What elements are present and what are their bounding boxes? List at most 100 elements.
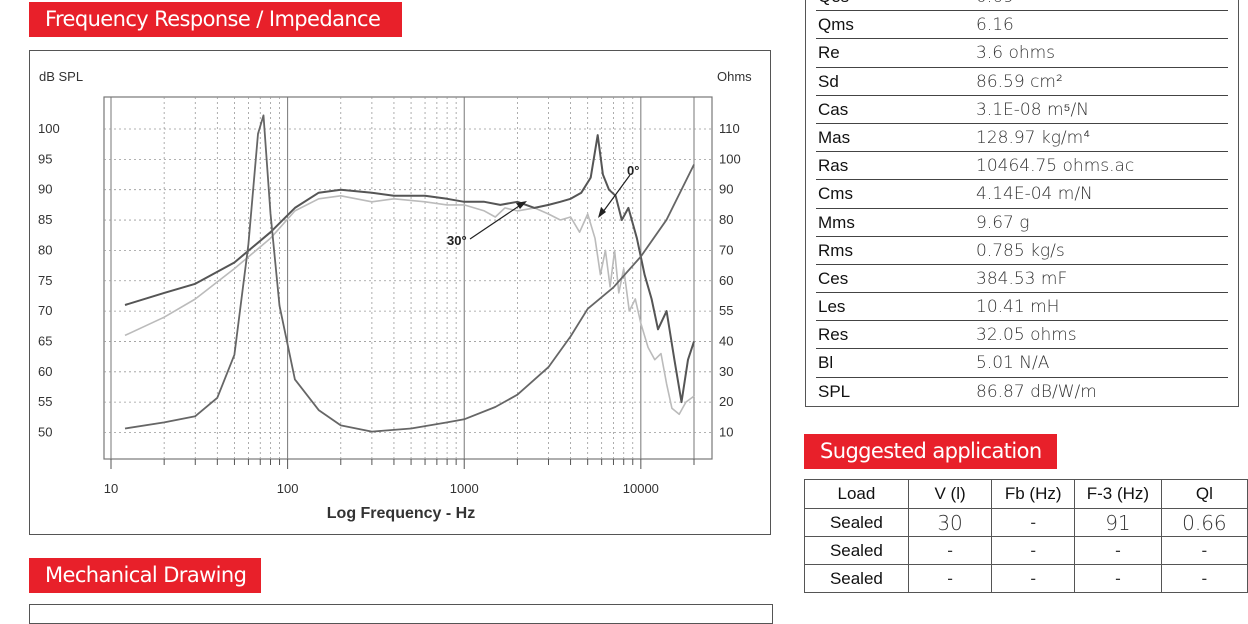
parameter-row: Ces 384.53 mF (806, 265, 1238, 294)
header-load: Load (804, 479, 909, 509)
cell-ql: 0.66 (1160, 508, 1248, 537)
row-divider (816, 122, 1228, 124)
cell-ql: - (1160, 564, 1248, 593)
parameter-row: Qms 6.16 (806, 11, 1238, 40)
parameter-name: Qms (818, 15, 854, 35)
parameter-value: 86.59 cm² (976, 71, 1063, 92)
parameter-value: 384.53 mF (976, 268, 1068, 289)
y-left-tick-label: 75 (38, 273, 52, 288)
cell-volume: 30 (907, 508, 993, 537)
cell-ql: - (1160, 536, 1248, 565)
y-right-tick-label: 100 (719, 151, 741, 166)
y-right-tick-label: 40 (719, 333, 733, 348)
parameter-value: 5.01 N/A (976, 353, 1050, 374)
cell-fb: - (991, 564, 1076, 593)
series-line-0-deg (124, 134, 695, 404)
parameter-name: Mas (818, 127, 851, 147)
chart-svg: 100 95 90 85 80 75 70 65 60 55 50 110 100 90 80 70 60 55 4… (38, 69, 752, 522)
y-left-tick-label: 95 (38, 151, 52, 166)
x-tick-label: 1000 (450, 481, 479, 496)
y-left-axis-label: dB SPL (39, 69, 83, 84)
table-row: Sealed - - - - (804, 564, 1248, 593)
parameter-name: Les (818, 297, 846, 317)
table-row: Sealed - - - - (804, 536, 1248, 565)
row-divider (816, 320, 1228, 322)
cell-f3: - (1074, 536, 1162, 565)
row-divider (816, 263, 1228, 265)
parameter-name: Ras (818, 156, 849, 176)
parameter-row: Les 10.41 mH (806, 293, 1238, 322)
parameter-value: 3.6 ohms (976, 43, 1056, 64)
suggested-application-header: Suggested application (804, 434, 1057, 469)
parameter-row: Rms 0.785 kg/s (806, 237, 1238, 265)
parameter-value: 10464.75 ohms.ac (976, 156, 1135, 177)
application-table: Load V (l) Fb (Hz) F-3 (Hz) Ql Sealed 30… (804, 479, 1248, 593)
parameter-name: Cms (818, 184, 853, 204)
y-left-tick-label: 65 (38, 333, 52, 348)
y-right-tick-label: 55 (719, 303, 733, 318)
x-tick-label: 100 (277, 481, 299, 496)
cell-f3: - (1074, 564, 1162, 593)
row-divider (816, 179, 1228, 181)
frequency-response-chart: 100 95 90 85 80 75 70 65 60 55 50 110 100 90 80 70 60 55 4… (29, 50, 771, 535)
parameter-name: Mms (818, 212, 855, 232)
parameter-row: Ras 10464.75 ohms.ac (806, 152, 1238, 181)
parameter-table: Qes 0.69 Qms 6.16 Re 3.6 ohms Sd 86.59 cm² Cas 3.… (805, 0, 1239, 407)
cell-f3: 91 (1074, 508, 1162, 537)
parameter-row: SPL 86.87 dB/W/m (806, 378, 1238, 406)
y-right-tick-label: 30 (719, 364, 733, 379)
header-fb: Fb (Hz) (991, 479, 1076, 509)
parameter-value: 0.785 kg/s (976, 240, 1065, 261)
frequency-response-header: Frequency Response / Impedance (29, 2, 402, 37)
row-divider (816, 292, 1228, 294)
parameter-row: Bl 5.01 N/A (806, 349, 1238, 378)
annotation-arrow-0 (599, 174, 631, 217)
row-divider (816, 376, 1228, 378)
cell-load: Sealed (804, 536, 909, 565)
y-left-tick-label: 50 (38, 425, 52, 440)
parameter-value: 32.05 ohms (976, 325, 1077, 346)
y-right-tick-label: 90 (719, 182, 733, 197)
y-left-tick-label: 100 (38, 121, 60, 136)
header-f3: F-3 (Hz) (1074, 479, 1162, 509)
y-left-tick-label: 70 (38, 303, 52, 318)
parameter-value: 86.87 dB/W/m (976, 381, 1097, 402)
x-tick-label: 10 (104, 481, 118, 496)
y-left-tick-label: 60 (38, 364, 52, 379)
y-right-tick-label: 70 (719, 242, 733, 257)
parameter-name: Rms (818, 240, 853, 260)
y-right-tick-label: 110 (719, 121, 740, 136)
row-divider (816, 66, 1228, 68)
row-divider (816, 38, 1228, 40)
cell-volume: - (907, 536, 993, 565)
parameter-value: 10.41 mH (976, 297, 1060, 318)
parameter-row: Cas 3.1E-08 m⁵/N (806, 96, 1238, 124)
parameter-row: Qes 0.69 (806, 0, 1238, 12)
parameter-value: 6.16 (976, 15, 1014, 36)
parameter-name: SPL (818, 381, 851, 401)
cell-load: Sealed (804, 564, 909, 593)
header-volume: V (l) (907, 479, 993, 509)
annotation-arrow-30 (469, 201, 526, 240)
row-divider (816, 94, 1228, 96)
mechanical-drawing-box (29, 604, 773, 624)
y-left-tick-label: 55 (38, 394, 52, 409)
parameter-value: 3.1E-08 m⁵/N (976, 99, 1089, 120)
annotation-arrowhead-0 (598, 207, 606, 218)
parameter-name: Bl (818, 353, 834, 373)
parameter-row: Sd 86.59 cm² (806, 68, 1238, 96)
parameter-row: Cms 4.14E-04 m/N (806, 180, 1238, 209)
row-divider (816, 207, 1228, 209)
y-right-tick-label: 20 (719, 394, 733, 409)
parameter-value: 9.67 g (976, 212, 1030, 233)
parameter-value: 0.69 (976, 0, 1014, 7)
parameter-name: Sd (818, 71, 839, 91)
y-right-tick-label: 80 (719, 212, 733, 227)
table-row: Sealed 30 - 91 0.66 (804, 508, 1248, 537)
y-left-tick-label: 90 (38, 182, 52, 197)
cell-volume: - (907, 564, 993, 593)
parameter-value: 4.14E-04 m/N (976, 184, 1093, 205)
x-tick-label: 10000 (623, 481, 659, 496)
y-right-tick-label: 60 (719, 273, 733, 288)
cell-load: Sealed (804, 508, 909, 537)
